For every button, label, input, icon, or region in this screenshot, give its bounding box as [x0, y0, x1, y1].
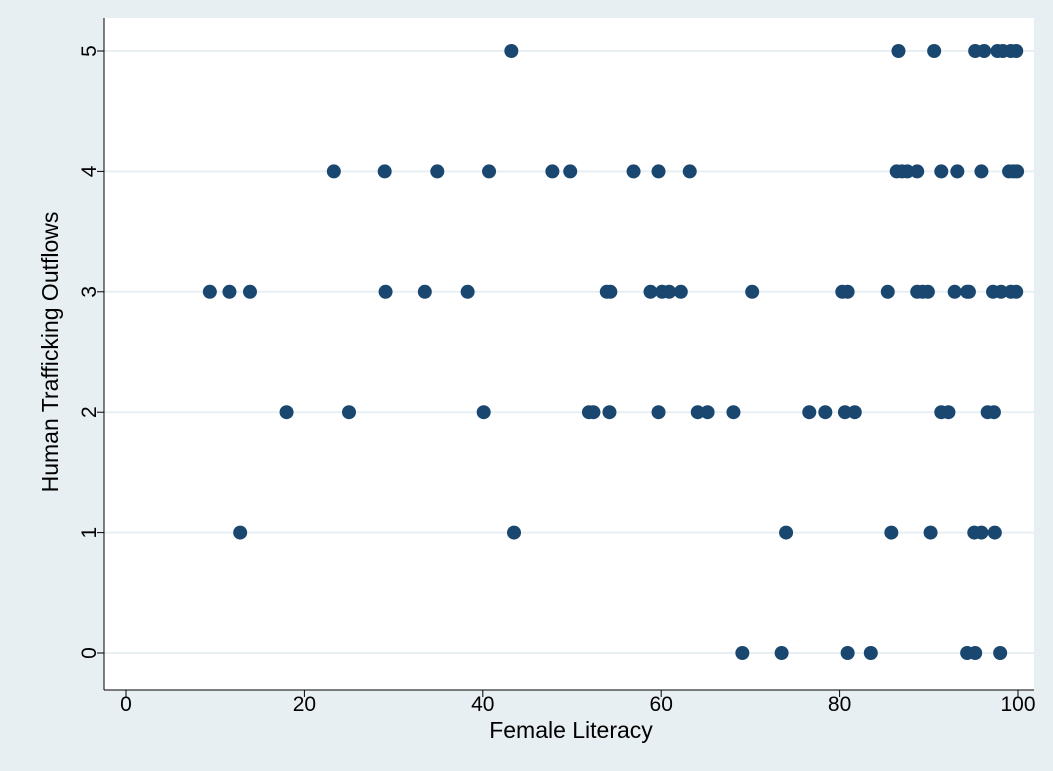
data-point	[968, 646, 983, 660]
data-point	[222, 284, 237, 299]
data-point	[1009, 44, 1024, 58]
data-point	[202, 284, 217, 299]
data-point	[342, 405, 356, 420]
data-point	[994, 284, 1009, 299]
x-tick-label: 100	[1000, 693, 1035, 716]
data-point	[700, 405, 715, 420]
data-point	[840, 646, 855, 660]
y-tick-label: 4	[78, 165, 101, 177]
data-point	[927, 44, 942, 58]
x-axis-title: Female Literacy	[489, 717, 653, 743]
data-point	[987, 525, 1002, 540]
data-point	[993, 646, 1008, 660]
data-point	[673, 284, 688, 299]
data-point	[1009, 284, 1024, 299]
data-point	[643, 284, 658, 299]
x-tick-label: 0	[120, 693, 132, 716]
data-point	[950, 164, 965, 179]
data-point	[507, 525, 522, 540]
data-point	[326, 164, 341, 179]
data-point	[923, 525, 938, 540]
data-point	[545, 164, 560, 179]
data-point	[690, 405, 705, 420]
data-point	[802, 405, 817, 420]
data-point	[430, 164, 445, 179]
data-point	[563, 164, 578, 179]
data-point	[745, 284, 760, 299]
data-point	[1010, 164, 1025, 179]
data-point	[837, 405, 852, 420]
data-point	[378, 284, 393, 299]
data-point	[941, 405, 956, 420]
data-point	[863, 646, 878, 660]
y-tick-label: 0	[78, 647, 101, 659]
x-tick-labels: 0 20 40 60 80 100	[120, 693, 1035, 716]
data-point	[961, 284, 976, 299]
data-point	[651, 164, 666, 179]
data-point	[482, 164, 497, 179]
x-tick-label: 20	[293, 693, 316, 716]
data-point	[602, 405, 617, 420]
data-point	[586, 405, 601, 420]
axes	[97, 18, 1034, 697]
data-point	[880, 284, 895, 299]
data-point	[774, 646, 789, 660]
data-point	[934, 164, 949, 179]
data-point	[974, 525, 989, 540]
x-tick-label: 60	[650, 693, 673, 716]
y-tick-label: 3	[78, 286, 101, 298]
data-point	[986, 405, 1001, 420]
data-point	[891, 44, 906, 58]
data-point	[476, 405, 491, 420]
data-point	[920, 284, 935, 299]
data-point	[974, 164, 989, 179]
y-tick-labels: 0 1 2 3 4 5	[78, 45, 101, 659]
data-point	[884, 525, 899, 540]
data-point	[504, 44, 519, 58]
data-point	[840, 284, 855, 299]
data-points	[202, 44, 1025, 660]
data-point	[779, 525, 794, 540]
data-point	[662, 284, 677, 299]
x-tick-label: 40	[471, 693, 494, 716]
data-point	[603, 284, 618, 299]
data-point	[279, 405, 294, 420]
y-axis-title: Human Trafficking Outflows	[37, 212, 63, 493]
data-point	[417, 284, 432, 299]
x-tick-label: 80	[828, 693, 851, 716]
plot-area	[104, 18, 1034, 690]
data-point	[735, 646, 750, 660]
data-point	[910, 164, 925, 179]
data-point	[242, 284, 257, 299]
data-point	[460, 284, 475, 299]
data-point	[847, 405, 862, 420]
y-tick-label: 5	[78, 45, 101, 57]
data-point	[726, 405, 741, 420]
data-point	[818, 405, 833, 420]
data-point	[947, 284, 962, 299]
data-point	[977, 44, 992, 58]
data-point	[682, 164, 697, 179]
data-point	[233, 525, 248, 540]
data-point	[900, 164, 915, 179]
y-tick-label: 2	[78, 406, 101, 418]
data-point	[377, 164, 392, 179]
data-point	[651, 405, 666, 420]
data-point	[626, 164, 641, 179]
y-tick-label: 1	[78, 527, 101, 539]
